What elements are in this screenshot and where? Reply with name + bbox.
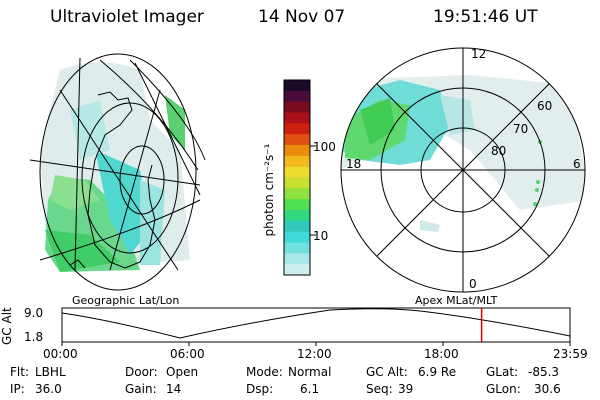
colorbar-band (284, 253, 310, 265)
mlat-label-80: 80 (491, 144, 507, 158)
geo-map-caption: Geographic Lat/Lon (72, 294, 180, 307)
timeline-y-tick-high: 9.0 (24, 306, 44, 320)
colorbar-band (284, 188, 310, 200)
status-glat-key: GLat: (486, 365, 519, 379)
status-glon-value: 30.6 (534, 382, 561, 396)
mlt-label-12: 12 (471, 47, 487, 61)
status-flt-value: LBHL (35, 365, 66, 379)
colorbar-band (284, 220, 310, 233)
colorbar-band (284, 199, 310, 211)
colorbar-band (284, 177, 310, 189)
status-gain-value: 14 (166, 382, 182, 396)
status-gcalt-key: GC Alt: (366, 365, 408, 379)
auroral-image-polar (341, 75, 585, 232)
status-glat-value: -85.3 (528, 365, 560, 379)
status-gain-key: Gain: (125, 382, 157, 396)
auroral-image-geo (40, 62, 190, 272)
status-mode-key: Mode: (246, 365, 283, 379)
colorbar-band (284, 123, 310, 135)
colorbar-band (284, 155, 310, 168)
timeline-y-label: GC Alt (0, 307, 14, 345)
status-dsp-key: Dsp: (246, 382, 274, 396)
colorbar-band (284, 90, 310, 103)
date-label: 14 Nov 07 (258, 7, 346, 27)
colorbar-band (284, 166, 310, 178)
timeline-y-tick-low: 1.8 (24, 330, 44, 344)
colorbar-band (284, 112, 310, 124)
colorbar-band (284, 101, 310, 113)
colorbar-band (284, 210, 310, 222)
time-label: 19:51:46 UT (433, 7, 538, 27)
status-dsp-value: 6.1 (300, 382, 320, 396)
colorbar-band (284, 145, 310, 157)
mlat-label-60: 60 (537, 99, 553, 113)
colorbar-band (284, 134, 310, 146)
mlt-label-18: 18 (346, 157, 362, 171)
altitude-curve (61, 308, 571, 339)
timeline-x-tick-1800: 18:00 (424, 347, 459, 361)
mlat-label-70: 70 (513, 122, 529, 136)
instrument-title: Ultraviolet Imager (50, 7, 204, 27)
geo-grid (29, 53, 206, 291)
polar-map-caption: Apex MLat/MLT (415, 294, 498, 307)
timeline-x-tick-2359: 23:59 (553, 347, 588, 361)
colorbar-band (284, 231, 310, 243)
status-ip-key: IP: (10, 382, 25, 396)
colorbar-band (284, 264, 310, 276)
colorbar-tick-10: 10 (313, 229, 329, 243)
polar-grid (340, 47, 586, 293)
status-seq-key: Seq: (366, 382, 393, 396)
mlt-label-6: 6 (573, 157, 581, 171)
polar-spots (533, 140, 542, 206)
status-mode-value: Normal (288, 365, 332, 379)
timeline-x-tick-0000: 00:00 (43, 347, 78, 361)
status-flt-key: Flt: (10, 365, 29, 379)
colorbar-ticks (310, 145, 316, 236)
status-glon-key: GLon: (486, 382, 521, 396)
timeline-ticks (61, 342, 571, 346)
timeline-x-tick-0600: 06:00 (170, 347, 205, 361)
colorbar-band (284, 242, 310, 254)
timeline-x-tick-1200: 12:00 (297, 347, 332, 361)
status-door-key: Door: (125, 365, 158, 379)
status-gcalt-value: 6.9 Re (418, 365, 457, 379)
status-door-value: Open (166, 365, 199, 379)
colorbar-border (283, 79, 311, 276)
mlt-label-0: 0 (469, 277, 477, 291)
status-seq-value: 39 (398, 382, 414, 396)
status-ip-value: 36.0 (35, 382, 62, 396)
colorbar-band (284, 80, 310, 92)
colorbar-tick-100: 100 (313, 140, 336, 154)
colorbar (283, 79, 311, 276)
